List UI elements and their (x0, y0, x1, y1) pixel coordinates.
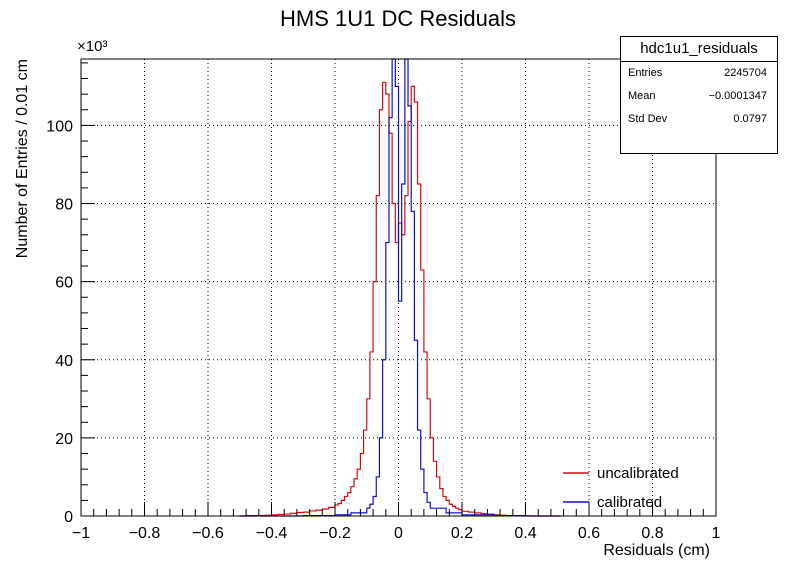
y-multiplier-label: ×10³ (77, 38, 107, 55)
chart-title: HMS 1U1 DC Residuals (280, 6, 516, 31)
stats-box: hdc1u1_residuals Entries 2245704 Mean −0… (620, 36, 778, 154)
x-tick-label: 0.6 (578, 525, 600, 542)
y-tick-label: 100 (46, 118, 73, 135)
x-tick-label: −0.8 (129, 525, 161, 542)
series-layer (239, 58, 561, 517)
stats-value: 0.0797 (733, 113, 767, 125)
x-tick-label: 0 (394, 525, 403, 542)
y-tick-label: 20 (55, 431, 73, 448)
stats-label: Entries (628, 67, 663, 79)
legend-label: calibrated (597, 494, 662, 511)
axis-layer: −1 −0.8 −0.6 −0.4 −0.2 0 0.2 0.4 0.6 0.8 1 0 20 40 60 8… (14, 38, 721, 559)
stats-value: −0.0001347 (708, 90, 767, 102)
legend: uncalibrated calibrated (563, 465, 679, 511)
x-tick-label: 0.2 (451, 525, 473, 542)
x-tick-label: 0.4 (514, 525, 536, 542)
y-tick-label: 0 (64, 509, 73, 526)
y-tick-label: 40 (55, 353, 73, 370)
stats-label: Mean (628, 90, 656, 102)
x-tick-label: 1 (712, 525, 721, 542)
stats-row-stddev: Std Dev 0.0797 (621, 108, 777, 131)
legend-label: uncalibrated (597, 465, 679, 482)
stats-value: 2245704 (724, 67, 767, 79)
y-tick-label: 60 (55, 275, 73, 292)
series-uncalibrated (239, 81, 561, 517)
x-tick-label: −0.2 (319, 525, 351, 542)
stats-label: Std Dev (628, 113, 668, 125)
y-axis-label: Number of Entries / 0.01 cm (14, 59, 31, 258)
x-tick-label: 0.8 (641, 525, 663, 542)
stats-box-title: hdc1u1_residuals (621, 37, 777, 62)
x-tick-label: −1 (72, 525, 90, 542)
x-tick-label: −0.6 (192, 525, 224, 542)
stats-row-mean: Mean −0.0001347 (621, 85, 777, 108)
x-axis-label: Residuals (cm) (603, 542, 710, 559)
series-calibrated (239, 58, 561, 517)
x-tick-label: −0.4 (256, 525, 288, 542)
stats-row-entries: Entries 2245704 (621, 62, 777, 85)
y-tick-label: 80 (55, 197, 73, 214)
